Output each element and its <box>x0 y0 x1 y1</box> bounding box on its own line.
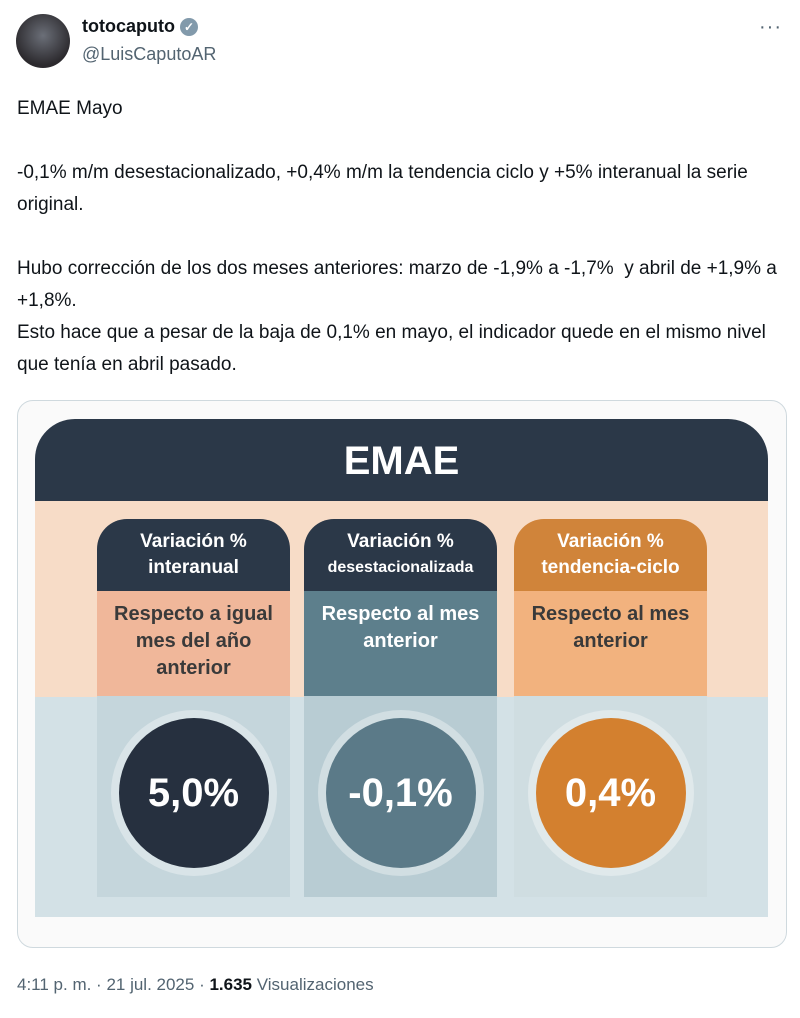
tweet-image[interactable]: EMAE Variación % interanual Respecto a ig… <box>17 400 787 948</box>
column-body: -0,1% <box>304 696 497 897</box>
views-count: 1.635 <box>209 975 253 994</box>
header-line-1: Variación % <box>347 531 454 552</box>
tweet-text: EMAE Mayo -0,1% m/m desestacionalizado, … <box>17 98 777 375</box>
timestamp[interactable]: 4:11 p. m. · 21 jul. 2025 · <box>17 975 210 994</box>
value-circle: -0,1% <box>325 718 476 868</box>
column-body: 0,4% <box>514 696 707 897</box>
column-header: Variación % tendencia-ciclo <box>514 519 707 591</box>
header-line-2: tendencia-ciclo <box>541 557 680 578</box>
author-name-text[interactable]: totocaputo <box>82 16 175 36</box>
value-circle: 5,0% <box>118 718 269 868</box>
views-label: Visualizaciones <box>252 975 374 994</box>
avatar[interactable] <box>16 14 70 68</box>
tweet-meta: 4:11 p. m. · 21 jul. 2025 · 1.635 Visual… <box>17 975 374 995</box>
indicator-column: Variación % desestacionalizada Respecto a… <box>304 519 497 897</box>
infographic-title: EMAE <box>35 419 768 503</box>
indicator-column: Variación % interanual Respecto a igual m… <box>97 519 290 897</box>
value-circle: 0,4% <box>535 718 686 868</box>
author-handle[interactable]: @LuisCaputoAR <box>82 44 217 64</box>
header-line-2: desestacionalizada <box>327 559 474 576</box>
indicator-column: Variación % tendencia-ciclo Respecto al m… <box>514 519 707 897</box>
header-line-1: Variación % <box>557 531 664 552</box>
column-header: Variación % interanual <box>97 519 290 591</box>
author-name[interactable]: totocaputo ✓ <box>82 16 198 37</box>
verified-badge-icon: ✓ <box>179 17 198 36</box>
column-subtitle: Respecto al mes anterior <box>514 591 707 696</box>
more-options-icon[interactable]: ··· <box>759 16 782 38</box>
column-header: Variación % desestacionalizada <box>304 519 497 591</box>
column-subtitle: Respecto al mes anterior <box>304 591 497 696</box>
column-subtitle: Respecto a igual mes del año anterior <box>97 591 290 696</box>
header-line-1: Variación % <box>140 531 247 552</box>
column-body: 5,0% <box>97 696 290 897</box>
header-line-2: interanual <box>148 557 239 578</box>
